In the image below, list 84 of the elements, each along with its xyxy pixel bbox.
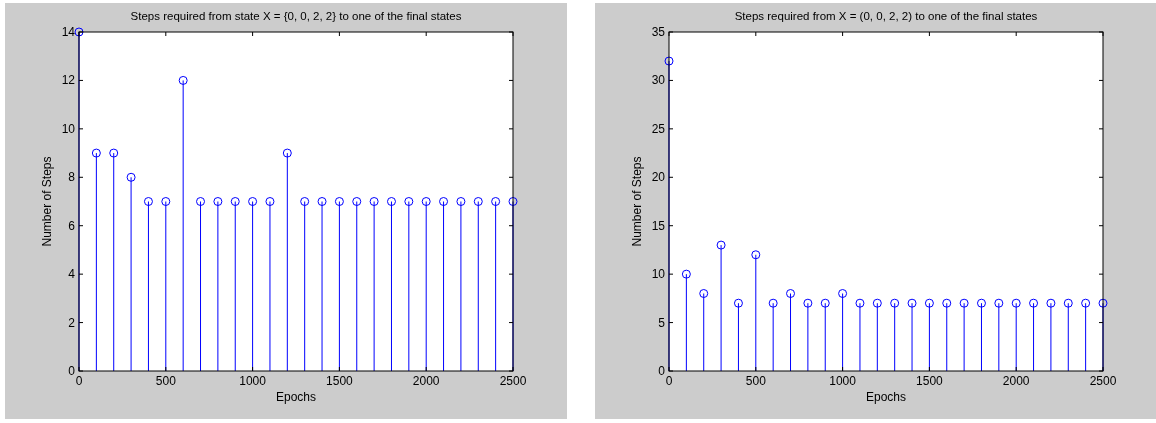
point <box>890 298 900 308</box>
x-axis-title: Epochs <box>865 390 907 404</box>
point <box>820 298 830 308</box>
y-tick-label: 15 <box>651 218 666 233</box>
point <box>91 148 101 158</box>
point <box>369 197 379 206</box>
point <box>872 298 882 308</box>
point <box>924 298 934 308</box>
point <box>352 197 362 206</box>
y-tick-label: 12 <box>61 73 76 88</box>
x-tick-label: 1500 <box>916 374 944 388</box>
point <box>109 148 119 158</box>
point <box>959 298 969 308</box>
point <box>681 269 691 279</box>
point <box>1098 298 1108 308</box>
point <box>248 197 258 206</box>
point <box>439 197 449 206</box>
x-axis-title: Epochs <box>275 390 317 404</box>
point <box>855 298 865 308</box>
point <box>976 298 986 308</box>
y-tick-label: 4 <box>68 267 76 282</box>
point <box>994 298 1004 308</box>
point <box>664 56 674 66</box>
point <box>74 27 84 37</box>
point <box>1029 298 1039 308</box>
point <box>1046 298 1056 308</box>
point <box>421 197 431 206</box>
y-tick-label: 6 <box>68 218 76 233</box>
point <box>265 197 275 206</box>
point <box>786 289 796 299</box>
point <box>942 298 952 308</box>
point <box>907 298 917 308</box>
point <box>1063 298 1073 308</box>
point <box>282 148 292 158</box>
y-tick-label: 20 <box>651 170 666 185</box>
point <box>716 240 726 250</box>
y-tick-label: 35 <box>651 25 666 39</box>
point <box>733 298 743 308</box>
y-tick-label: 5 <box>658 315 666 330</box>
chart-title: Steps required from X = (0, 0, 2, 2) to one of the final states <box>734 10 1038 22</box>
x-tick-label: 1500 <box>326 374 354 388</box>
x-tick-label: 1000 <box>829 374 857 388</box>
point <box>126 172 136 182</box>
point <box>699 289 709 299</box>
point <box>300 197 310 206</box>
x-tick-label: 2500 <box>1089 374 1117 388</box>
y-tick-label: 10 <box>651 267 666 282</box>
point <box>317 197 327 206</box>
point <box>334 197 344 206</box>
point <box>213 197 223 206</box>
point <box>491 197 501 206</box>
y-tick-label: 2 <box>68 315 76 330</box>
point <box>404 197 414 206</box>
y-tick-label: 0 <box>658 364 666 378</box>
point <box>473 197 483 206</box>
point <box>161 197 171 206</box>
y-tick-label: 25 <box>651 121 666 136</box>
x-tick-label: 2000 <box>1002 374 1030 388</box>
point <box>143 197 153 206</box>
y-tick-label: 10 <box>61 121 76 136</box>
point <box>838 289 848 299</box>
y-axis-title: Number of Steps <box>40 156 54 247</box>
point <box>230 197 240 206</box>
x-tick-label: 1000 <box>239 374 267 388</box>
y-tick-label: 30 <box>651 73 666 88</box>
x-tick-label: 500 <box>155 374 177 388</box>
point <box>751 250 761 260</box>
x-tick-label: 500 <box>745 374 767 388</box>
point <box>456 197 466 206</box>
point <box>386 197 396 206</box>
chart-title: Steps required from state X = {0, 0, 2, 2} to one of the final states <box>130 10 462 22</box>
x-tick-label: 2500 <box>499 374 527 388</box>
point <box>196 197 206 206</box>
y-tick-label: 14 <box>61 25 76 39</box>
x-tick-label: 2000 <box>412 374 440 388</box>
point <box>508 197 518 206</box>
y-tick-label: 8 <box>68 170 76 185</box>
point <box>768 298 778 308</box>
point <box>803 298 813 308</box>
point <box>1081 298 1091 308</box>
y-tick-label: 0 <box>68 364 76 378</box>
point <box>1011 298 1021 308</box>
y-axis-title: Number of Steps <box>630 156 644 247</box>
point <box>178 75 188 85</box>
